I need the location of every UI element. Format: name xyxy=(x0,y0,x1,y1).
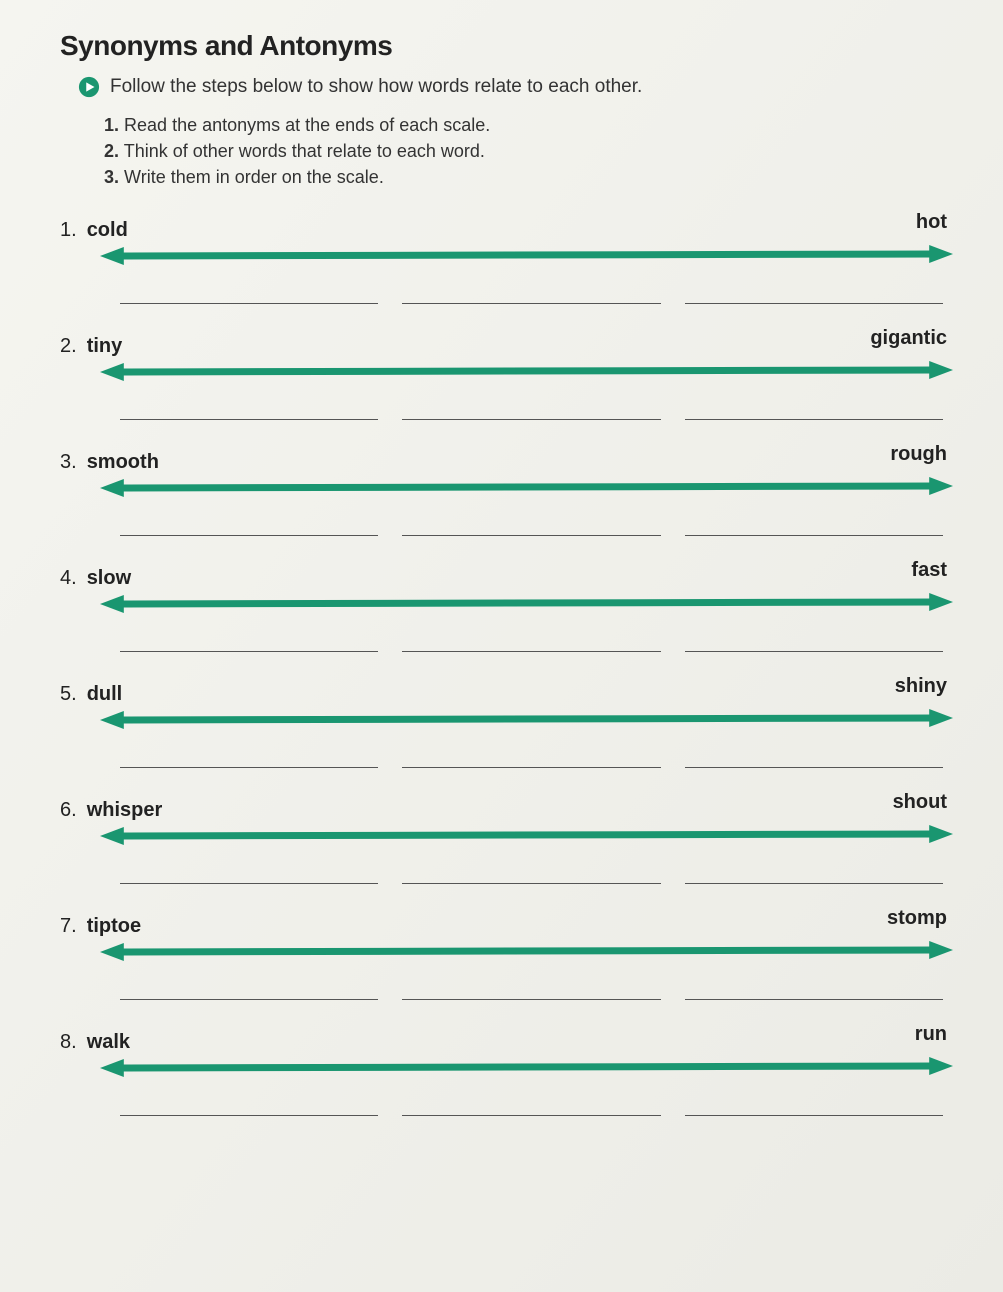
play-icon xyxy=(78,76,100,98)
step-item: 2. Think of other words that relate to e… xyxy=(104,138,953,164)
scale-num: 5. xyxy=(60,683,77,705)
step-text: Read the antonyms at the ends of each sc… xyxy=(124,115,490,135)
scale-head: 7.tiptoe stomp xyxy=(60,908,953,938)
scale-left-word: 3.smooth xyxy=(60,451,159,474)
scale-head: 5.dull shiny xyxy=(60,676,953,706)
scale-left-word: 7.tiptoe xyxy=(60,915,141,938)
scale-head: 1.cold hot xyxy=(60,212,953,242)
scale-arrow xyxy=(100,940,953,964)
scale-blanks xyxy=(120,516,943,536)
blank-line[interactable] xyxy=(402,400,660,420)
scale-right-word: run xyxy=(915,1023,947,1046)
scale-item: 2.tiny gigantic xyxy=(60,328,953,420)
scale-item: 5.dull shiny xyxy=(60,676,953,768)
blank-line[interactable] xyxy=(685,400,943,420)
scale-num: 3. xyxy=(60,451,77,473)
scale-right-word: rough xyxy=(890,443,947,466)
scale-num: 2. xyxy=(60,335,77,357)
scale-head: 4.slow fast xyxy=(60,560,953,590)
step-text: Write them in order on the scale. xyxy=(124,167,384,187)
scale-item: 8.walk run xyxy=(60,1024,953,1116)
scale-arrow xyxy=(100,476,953,500)
scale-left-word: 1.cold xyxy=(60,219,128,242)
blank-line[interactable] xyxy=(402,516,660,536)
scale-item: 7.tiptoe stomp xyxy=(60,908,953,1000)
intro-row: Follow the steps below to show how words… xyxy=(78,76,953,98)
scale-item: 1.cold hot xyxy=(60,212,953,304)
blank-line[interactable] xyxy=(685,748,943,768)
step-num: 1. xyxy=(104,115,119,135)
step-item: 3. Write them in order on the scale. xyxy=(104,164,953,190)
scale-left-word: 5.dull xyxy=(60,683,122,706)
scale-arrow xyxy=(100,360,953,384)
blank-line[interactable] xyxy=(120,516,378,536)
blank-line[interactable] xyxy=(120,748,378,768)
scale-blanks xyxy=(120,400,943,420)
scale-right-word: fast xyxy=(911,559,947,582)
blank-line[interactable] xyxy=(402,284,660,304)
scale-blanks xyxy=(120,284,943,304)
scale-num: 6. xyxy=(60,799,77,821)
blank-line[interactable] xyxy=(685,632,943,652)
scale-right-word: gigantic xyxy=(870,327,947,350)
blank-line[interactable] xyxy=(120,632,378,652)
scale-left-word: 8.walk xyxy=(60,1031,130,1054)
blank-line[interactable] xyxy=(685,284,943,304)
scale-item: 6.whisper shout xyxy=(60,792,953,884)
blank-line[interactable] xyxy=(402,1096,660,1116)
scale-arrow xyxy=(100,708,953,732)
blank-line[interactable] xyxy=(402,980,660,1000)
scale-blanks xyxy=(120,980,943,1000)
scales-container: 1.cold hot 2.tiny gigantic 3.smooth rough 4.sl… xyxy=(60,212,953,1116)
step-num: 3. xyxy=(104,167,119,187)
scale-blanks xyxy=(120,748,943,768)
blank-line[interactable] xyxy=(685,516,943,536)
blank-line[interactable] xyxy=(402,748,660,768)
scale-num: 7. xyxy=(60,915,77,937)
scale-head: 2.tiny gigantic xyxy=(60,328,953,358)
scale-left-word: 2.tiny xyxy=(60,335,122,358)
scale-arrow xyxy=(100,592,953,616)
scale-num: 1. xyxy=(60,219,77,241)
scale-blanks xyxy=(120,632,943,652)
scale-num: 8. xyxy=(60,1031,77,1053)
blank-line[interactable] xyxy=(120,1096,378,1116)
blank-line[interactable] xyxy=(120,980,378,1000)
scale-blanks xyxy=(120,864,943,884)
scale-arrow xyxy=(100,1056,953,1080)
scale-item: 4.slow fast xyxy=(60,560,953,652)
scale-arrow xyxy=(100,824,953,848)
blank-line[interactable] xyxy=(685,864,943,884)
blank-line[interactable] xyxy=(402,632,660,652)
scale-right-word: hot xyxy=(916,211,947,234)
blank-line[interactable] xyxy=(120,284,378,304)
scale-num: 4. xyxy=(60,567,77,589)
scale-item: 3.smooth rough xyxy=(60,444,953,536)
scale-head: 8.walk run xyxy=(60,1024,953,1054)
blank-line[interactable] xyxy=(120,864,378,884)
step-item: 1. Read the antonyms at the ends of each… xyxy=(104,112,953,138)
scale-arrow xyxy=(100,244,953,268)
scale-head: 3.smooth rough xyxy=(60,444,953,474)
blank-line[interactable] xyxy=(402,864,660,884)
blank-line[interactable] xyxy=(120,400,378,420)
blank-line[interactable] xyxy=(685,980,943,1000)
blank-line[interactable] xyxy=(685,1096,943,1116)
intro-text: Follow the steps below to show how words… xyxy=(110,76,642,98)
scale-left-word: 6.whisper xyxy=(60,799,162,822)
step-num: 2. xyxy=(104,141,119,161)
scale-blanks xyxy=(120,1096,943,1116)
scale-right-word: shout xyxy=(893,791,947,814)
step-text: Think of other words that relate to each… xyxy=(124,141,485,161)
steps-list: 1. Read the antonyms at the ends of each… xyxy=(104,112,953,190)
page-title: Synonyms and Antonyms xyxy=(60,30,953,62)
scale-right-word: shiny xyxy=(895,675,947,698)
scale-left-word: 4.slow xyxy=(60,567,131,590)
scale-right-word: stomp xyxy=(887,907,947,930)
scale-head: 6.whisper shout xyxy=(60,792,953,822)
